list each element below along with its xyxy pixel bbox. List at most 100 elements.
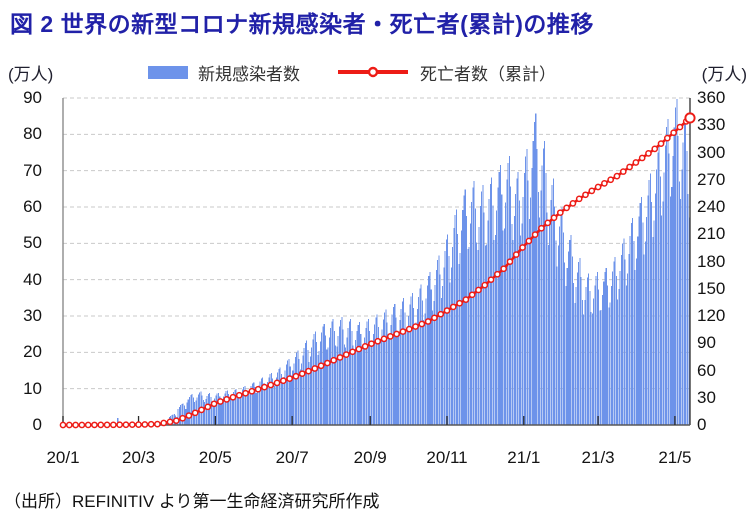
new-cases-bar xyxy=(647,195,649,425)
new-cases-bar xyxy=(366,321,368,425)
deaths-line-marker xyxy=(110,421,117,429)
new-cases-bar xyxy=(539,217,541,425)
deaths-line-marker xyxy=(286,375,293,382)
new-cases-bar xyxy=(629,235,631,425)
new-cases-bar xyxy=(229,399,231,425)
deaths-line-marker xyxy=(361,342,369,350)
new-cases-bar xyxy=(520,235,522,425)
new-cases-bar xyxy=(181,403,183,425)
new-cases-bar xyxy=(367,318,369,425)
new-cases-bar xyxy=(599,310,601,425)
x-axis-tick-label: 21/3 xyxy=(581,448,615,467)
new-cases-bar xyxy=(415,322,417,425)
new-cases-bar xyxy=(380,340,382,425)
new-cases-bar xyxy=(290,375,293,425)
deaths-line-marker xyxy=(418,320,426,328)
new-cases-bar xyxy=(338,326,340,425)
new-cases-bar xyxy=(555,240,557,425)
new-cases-bar xyxy=(241,389,243,425)
new-cases-bar xyxy=(416,309,418,425)
deaths-line-marker xyxy=(198,406,205,414)
y-axis-left-tick-label: 80 xyxy=(23,124,42,144)
new-cases-bar xyxy=(638,216,640,425)
deaths-line-marker xyxy=(279,377,287,385)
new-cases-bar xyxy=(531,167,533,425)
new-cases-bar xyxy=(238,398,240,425)
new-cases-bar xyxy=(287,360,289,425)
new-cases-bar xyxy=(653,220,655,425)
new-cases-bar xyxy=(221,399,223,425)
new-cases-bar xyxy=(318,351,320,425)
new-cases-bar xyxy=(566,267,568,425)
legend: 新規感染者数 死亡者数（累計） xyxy=(148,60,556,84)
new-cases-bar xyxy=(562,232,564,425)
deaths-line-marker xyxy=(160,419,168,427)
new-cases-bar xyxy=(517,171,519,425)
new-cases-bar xyxy=(246,395,248,425)
new-cases-bar xyxy=(280,373,282,425)
new-cases-bar xyxy=(444,251,446,425)
new-cases-bar xyxy=(322,326,324,425)
deaths-line-marker xyxy=(500,265,508,273)
deaths-line-marker xyxy=(538,224,545,232)
new-cases-bar xyxy=(536,148,538,425)
new-cases-bar xyxy=(264,389,266,425)
new-cases-bar xyxy=(549,221,551,425)
new-cases-bar xyxy=(569,239,571,425)
new-cases-bar xyxy=(605,267,607,425)
new-cases-bar xyxy=(377,327,379,425)
new-cases-bar xyxy=(335,345,337,425)
deaths-line-marker xyxy=(443,307,451,314)
new-cases-bar xyxy=(591,313,593,425)
deaths-line-marker xyxy=(116,421,124,429)
new-cases-bar xyxy=(576,272,578,425)
new-cases-bar xyxy=(533,121,536,426)
new-cases-bar xyxy=(590,311,592,425)
new-cases-bar xyxy=(491,177,493,425)
new-cases-bar xyxy=(676,99,678,425)
new-cases-bar xyxy=(489,184,491,425)
new-cases-bar xyxy=(545,172,547,425)
new-cases-bar xyxy=(526,149,528,426)
new-cases-bar xyxy=(404,312,406,425)
deaths-line-marker xyxy=(588,187,596,195)
new-cases-bar xyxy=(360,333,362,425)
new-cases-bar xyxy=(547,244,549,425)
deaths-line-marker xyxy=(594,183,602,191)
new-cases-bar xyxy=(258,385,260,425)
deaths-line-marker xyxy=(575,195,583,203)
deaths-line-marker xyxy=(103,421,111,429)
new-cases-bar xyxy=(671,186,673,425)
deaths-line-marker xyxy=(317,362,325,370)
deaths-line-marker xyxy=(431,314,438,322)
new-cases-bar xyxy=(654,193,656,425)
deaths-line-marker xyxy=(204,403,212,411)
new-cases-bar xyxy=(499,165,502,425)
source-note: （出所）REFINITIV より第一生命経済研究所作成 xyxy=(4,492,380,511)
new-cases-bar xyxy=(331,321,333,425)
new-cases-bar xyxy=(593,298,595,425)
left-axis-unit-label: (万人) xyxy=(8,65,54,84)
new-cases-bar xyxy=(613,261,615,425)
new-cases-bar xyxy=(472,187,474,425)
new-cases-bar xyxy=(239,396,241,425)
y-axis-left-tick-label: 50 xyxy=(23,233,42,253)
new-cases-bar xyxy=(630,223,632,425)
new-cases-bar xyxy=(618,288,620,425)
new-cases-bar xyxy=(603,281,605,425)
deaths-line-marker xyxy=(405,325,413,333)
new-cases-bar xyxy=(542,148,544,425)
deaths-line-marker xyxy=(179,414,186,422)
new-cases-bar xyxy=(347,328,349,425)
deaths-line-marker xyxy=(676,123,684,131)
new-cases-bar xyxy=(385,309,387,425)
new-cases-bar xyxy=(321,332,323,425)
deaths-line-marker xyxy=(399,328,407,335)
new-cases-bar xyxy=(454,215,456,425)
new-cases-bar xyxy=(502,230,504,425)
new-cases-bar xyxy=(206,396,208,425)
deaths-line-marker xyxy=(172,417,180,425)
deaths-line-marker xyxy=(424,318,432,325)
new-cases-bar xyxy=(522,197,524,425)
new-cases-bar xyxy=(625,285,627,425)
